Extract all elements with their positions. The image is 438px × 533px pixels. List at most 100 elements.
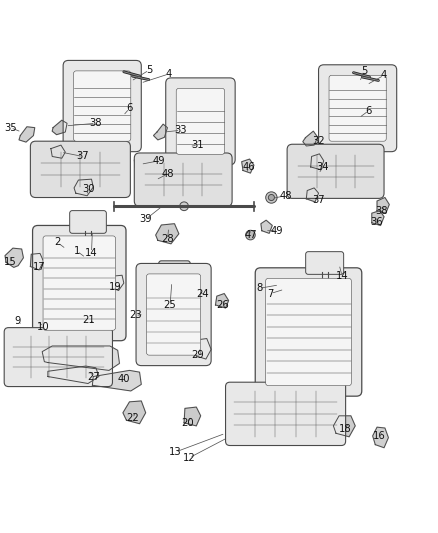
Polygon shape: [5, 248, 23, 268]
Text: 6: 6: [366, 106, 372, 116]
Text: 46: 46: [242, 162, 255, 172]
Text: 10: 10: [37, 322, 50, 332]
FancyBboxPatch shape: [306, 252, 344, 274]
Text: 22: 22: [126, 414, 139, 423]
Text: 8: 8: [256, 284, 262, 293]
Text: 36: 36: [371, 217, 383, 227]
FancyBboxPatch shape: [318, 65, 397, 152]
Text: 2: 2: [54, 238, 60, 247]
Polygon shape: [123, 401, 146, 424]
Polygon shape: [193, 338, 211, 359]
Text: 15: 15: [4, 257, 17, 267]
FancyBboxPatch shape: [166, 78, 235, 165]
Text: 48: 48: [161, 169, 174, 179]
Polygon shape: [242, 159, 254, 173]
Text: 4: 4: [381, 70, 387, 80]
Text: 40: 40: [117, 374, 130, 384]
Text: 32: 32: [312, 136, 325, 146]
Polygon shape: [155, 224, 179, 244]
Text: 37: 37: [312, 195, 325, 205]
Polygon shape: [192, 282, 208, 297]
Text: 37: 37: [77, 151, 89, 161]
Polygon shape: [109, 275, 124, 290]
FancyBboxPatch shape: [63, 60, 141, 152]
Polygon shape: [303, 131, 318, 146]
Text: 7: 7: [267, 288, 274, 298]
Circle shape: [266, 192, 277, 203]
Text: 20: 20: [181, 418, 194, 428]
FancyBboxPatch shape: [134, 153, 232, 206]
Polygon shape: [92, 370, 141, 391]
Text: 48: 48: [279, 191, 292, 201]
Text: 28: 28: [161, 235, 174, 245]
Text: 17: 17: [33, 262, 46, 271]
Text: 13: 13: [169, 447, 182, 457]
Text: 49: 49: [270, 225, 283, 236]
Polygon shape: [74, 179, 93, 196]
Text: 14: 14: [336, 271, 349, 281]
Polygon shape: [306, 188, 318, 202]
Text: 47: 47: [244, 230, 257, 240]
Polygon shape: [153, 124, 167, 140]
FancyBboxPatch shape: [30, 141, 131, 198]
Circle shape: [180, 202, 188, 211]
Polygon shape: [179, 139, 193, 153]
Text: 24: 24: [196, 288, 209, 298]
Polygon shape: [19, 127, 35, 142]
Polygon shape: [52, 120, 67, 135]
Circle shape: [246, 230, 255, 240]
Text: 49: 49: [152, 156, 165, 166]
Text: 4: 4: [166, 69, 172, 79]
Text: 5: 5: [361, 66, 367, 76]
FancyBboxPatch shape: [147, 274, 201, 355]
Text: 33: 33: [174, 125, 187, 135]
Circle shape: [147, 177, 153, 183]
FancyBboxPatch shape: [159, 261, 190, 285]
Text: 19: 19: [109, 282, 121, 293]
Text: 18: 18: [339, 424, 351, 434]
Polygon shape: [42, 346, 120, 370]
Text: 29: 29: [192, 350, 205, 360]
Text: 21: 21: [82, 315, 95, 325]
FancyBboxPatch shape: [255, 268, 362, 396]
Text: 5: 5: [146, 65, 152, 75]
Polygon shape: [215, 294, 229, 308]
Polygon shape: [261, 220, 272, 233]
Circle shape: [268, 195, 275, 200]
Polygon shape: [30, 253, 43, 270]
Text: 16: 16: [373, 431, 386, 441]
Text: 30: 30: [83, 184, 95, 194]
Text: 27: 27: [87, 372, 99, 382]
Polygon shape: [134, 157, 146, 169]
Text: 25: 25: [164, 300, 177, 310]
Polygon shape: [184, 407, 201, 426]
Text: 38: 38: [90, 118, 102, 128]
Text: 26: 26: [216, 300, 229, 310]
Polygon shape: [311, 154, 324, 169]
Text: 38: 38: [375, 206, 388, 216]
FancyBboxPatch shape: [266, 278, 351, 386]
FancyBboxPatch shape: [70, 211, 106, 233]
Text: 6: 6: [126, 103, 133, 114]
Text: 34: 34: [317, 162, 329, 172]
Text: 1: 1: [74, 246, 80, 256]
Polygon shape: [373, 427, 389, 448]
Text: 23: 23: [129, 310, 141, 320]
FancyBboxPatch shape: [32, 225, 126, 341]
FancyBboxPatch shape: [136, 263, 211, 366]
FancyBboxPatch shape: [329, 75, 386, 141]
Polygon shape: [372, 211, 384, 225]
Polygon shape: [333, 416, 355, 437]
FancyBboxPatch shape: [226, 382, 346, 446]
Text: 9: 9: [14, 316, 21, 326]
FancyBboxPatch shape: [43, 236, 116, 330]
Polygon shape: [377, 198, 389, 213]
FancyBboxPatch shape: [287, 144, 384, 198]
Text: 31: 31: [192, 140, 205, 150]
Text: 35: 35: [4, 123, 17, 133]
FancyBboxPatch shape: [4, 328, 113, 386]
Text: 12: 12: [183, 453, 196, 463]
Circle shape: [144, 174, 156, 186]
FancyBboxPatch shape: [176, 88, 225, 154]
Polygon shape: [51, 145, 65, 158]
